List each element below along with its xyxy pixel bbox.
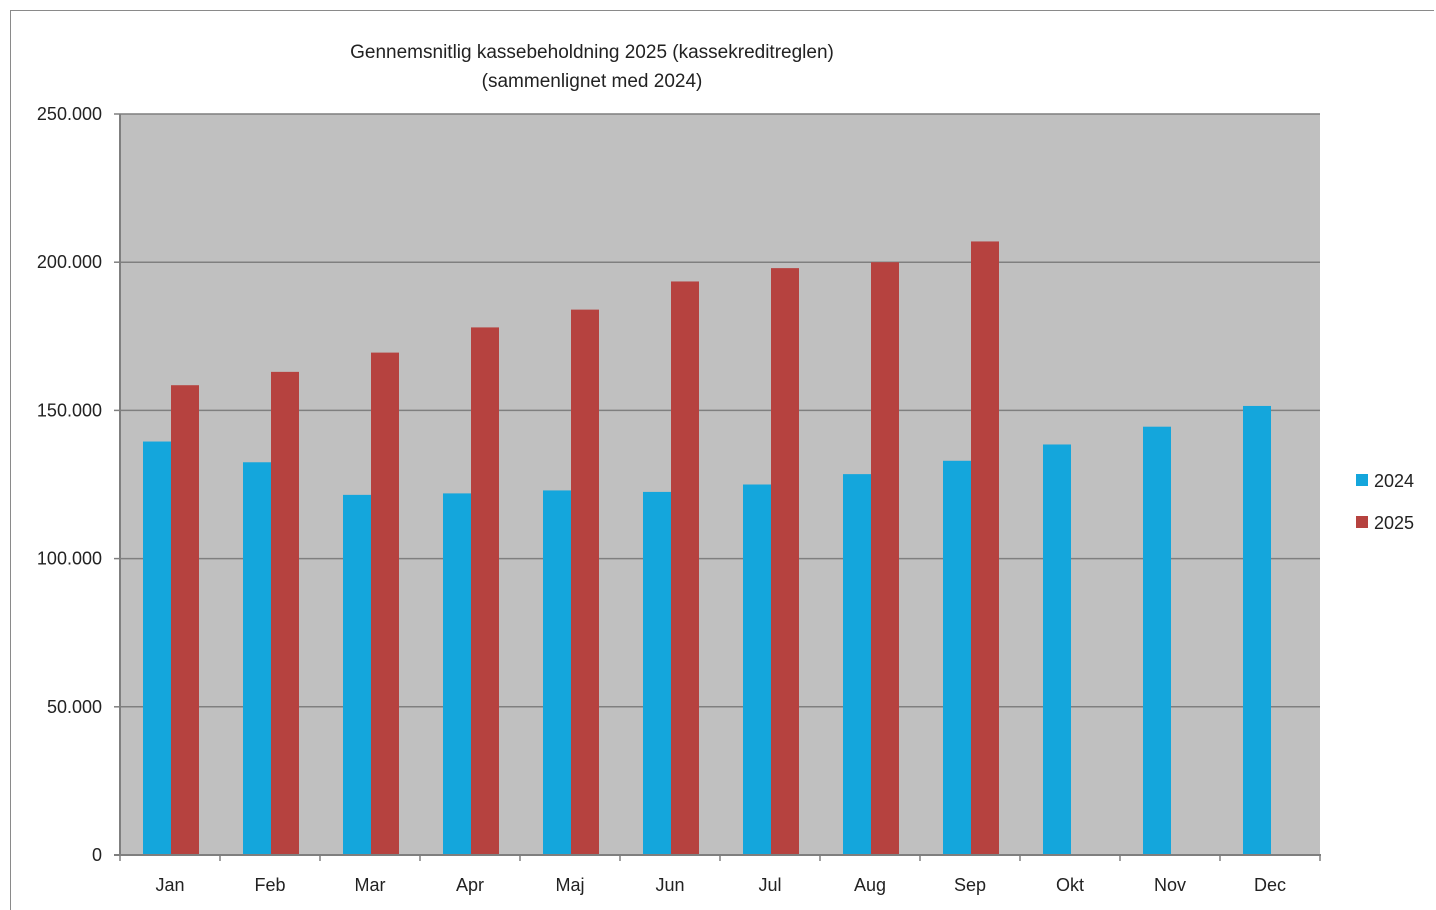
y-tick-label: 50.000 <box>47 697 102 717</box>
legend-swatch-2025 <box>1356 516 1368 528</box>
bar-2024-aug <box>843 474 871 855</box>
legend: 2024 2025 <box>1356 471 1414 533</box>
y-axis-ticks: 0 50.000 100.000 150.000 200.000 250.000 <box>37 104 120 865</box>
bar-2024-okt <box>1043 444 1071 855</box>
bar-2025-mar <box>371 352 399 855</box>
x-tick-label: Okt <box>1056 875 1084 895</box>
x-tick-label: Jun <box>655 875 684 895</box>
x-tick-label: Mar <box>355 875 386 895</box>
y-tick-label: 250.000 <box>37 104 102 124</box>
x-tick-label: Dec <box>1254 875 1286 895</box>
bar-2024-sep <box>943 460 971 855</box>
x-axis-ticks: Jan Feb Mar Apr Maj Jun Jul Aug Sep Okt Nov Dec <box>119 855 1321 895</box>
bars <box>143 241 1271 856</box>
bar-2024-mar <box>343 494 371 855</box>
legend-label-2024: 2024 <box>1374 471 1414 491</box>
x-tick-label: Sep <box>954 875 986 895</box>
gridlines <box>120 113 1320 708</box>
chart-title: Gennemsnitlig kassebeholdning 2025 (kass… <box>350 42 834 63</box>
bar-2024-jul <box>743 484 771 855</box>
bar-2024-maj <box>543 490 571 855</box>
bar-2024-jun <box>643 491 671 855</box>
y-tick-label: 100.000 <box>37 549 102 569</box>
bar-2025-apr <box>471 327 499 856</box>
bar-2024-feb <box>243 462 271 855</box>
bar-2025-sep <box>971 241 999 855</box>
bar-2024-jan <box>143 441 171 855</box>
x-tick-label: Aug <box>854 875 886 895</box>
x-tick-label: Maj <box>555 875 584 895</box>
chart-subtitle: (sammenlignet med 2024) <box>482 71 703 92</box>
chart-frame <box>10 10 1434 910</box>
x-tick-label: Jul <box>758 875 781 895</box>
plot-area <box>120 114 1320 855</box>
bar-2024-dec <box>1243 405 1271 855</box>
y-tick-label: 150.000 <box>37 400 102 420</box>
y-tick-label: 0 <box>92 845 102 865</box>
bar-2025-maj <box>571 309 599 855</box>
bar-2024-apr <box>443 493 471 855</box>
x-tick-label: Jan <box>155 875 184 895</box>
bar-2025-feb <box>271 371 299 855</box>
x-tick-label: Nov <box>1154 875 1186 895</box>
x-tick-label: Feb <box>254 875 285 895</box>
bar-2025-jul <box>771 268 799 855</box>
bar-2025-aug <box>871 262 899 855</box>
legend-label-2025: 2025 <box>1374 513 1414 533</box>
bar-2024-nov <box>1143 426 1171 855</box>
legend-swatch-2024 <box>1356 474 1368 486</box>
bar-2025-jan <box>171 385 199 855</box>
x-tick-label: Apr <box>456 875 484 895</box>
bar-2025-jun <box>671 281 699 855</box>
y-tick-label: 200.000 <box>37 252 102 272</box>
